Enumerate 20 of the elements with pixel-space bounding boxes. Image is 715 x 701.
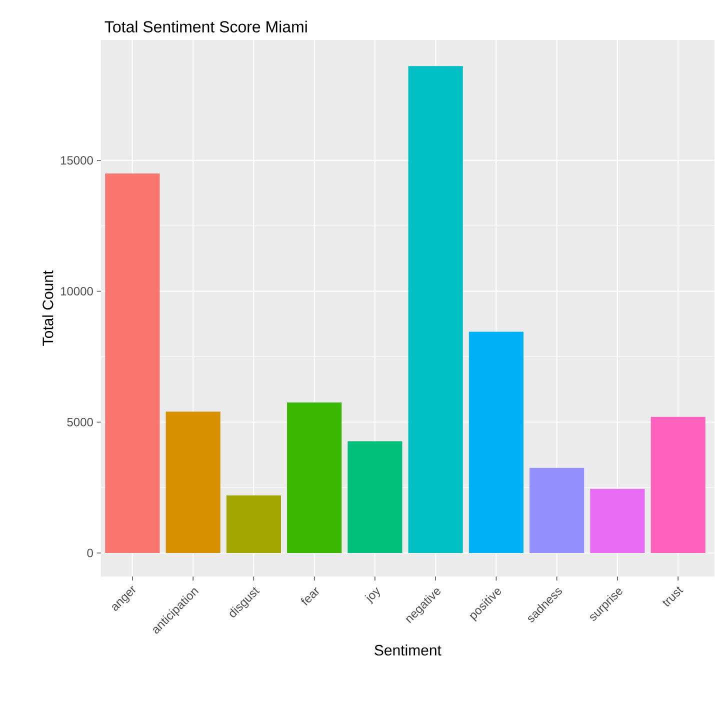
y-tick-label: 0 — [87, 548, 93, 558]
x-tick-label: joy — [364, 586, 380, 604]
bar — [468, 332, 524, 553]
x-axis-title: Sentiment — [374, 644, 442, 656]
bar — [166, 411, 220, 553]
bar — [408, 66, 463, 553]
bar — [650, 416, 706, 553]
bar — [287, 402, 342, 553]
y-tick-label: 15000 — [60, 156, 93, 164]
y-tick-label: 10000 — [60, 286, 93, 296]
y-tick-label: 5000 — [67, 418, 93, 426]
bar — [226, 495, 281, 553]
chart-title: Total Sentiment Score Miami — [104, 20, 307, 32]
bar — [530, 468, 584, 553]
y-axis-title: Total Count — [42, 270, 54, 346]
bar — [590, 488, 645, 553]
x-tick-label: fear — [301, 587, 319, 606]
bar — [348, 441, 402, 553]
x-tick-label: trust — [662, 586, 684, 606]
bar — [105, 173, 160, 553]
